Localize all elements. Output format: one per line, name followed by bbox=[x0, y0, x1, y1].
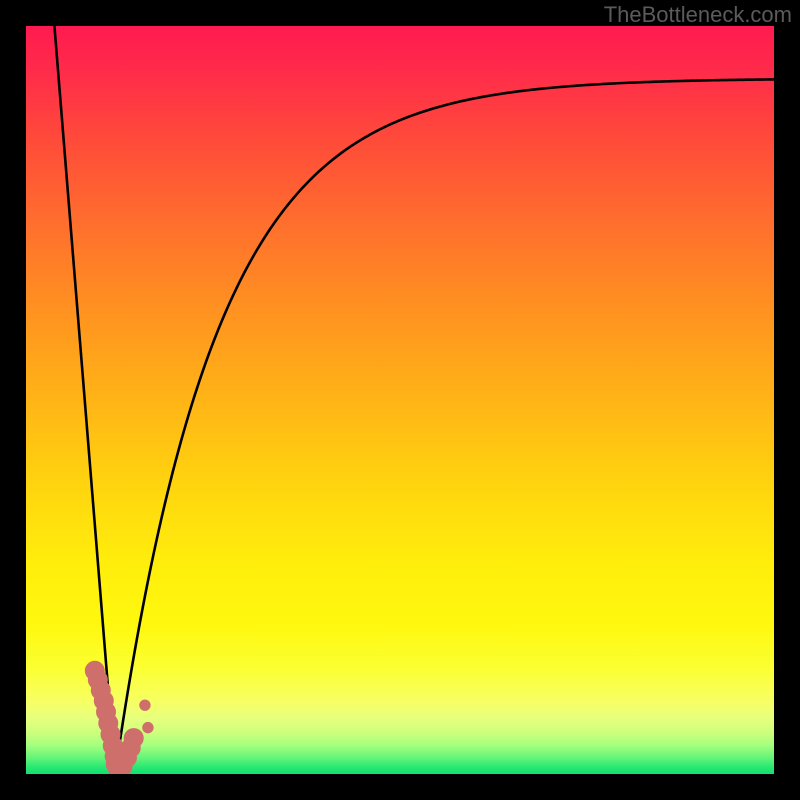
marker-point-1 bbox=[143, 722, 153, 732]
marker-cluster-14 bbox=[124, 729, 143, 748]
gradient-bg bbox=[26, 26, 774, 774]
plot-svg bbox=[26, 26, 774, 774]
chart-container: TheBottleneck.com bbox=[0, 0, 800, 800]
marker-point-0 bbox=[140, 700, 150, 710]
watermark-text: TheBottleneck.com bbox=[604, 2, 792, 28]
plot-frame bbox=[26, 26, 774, 774]
